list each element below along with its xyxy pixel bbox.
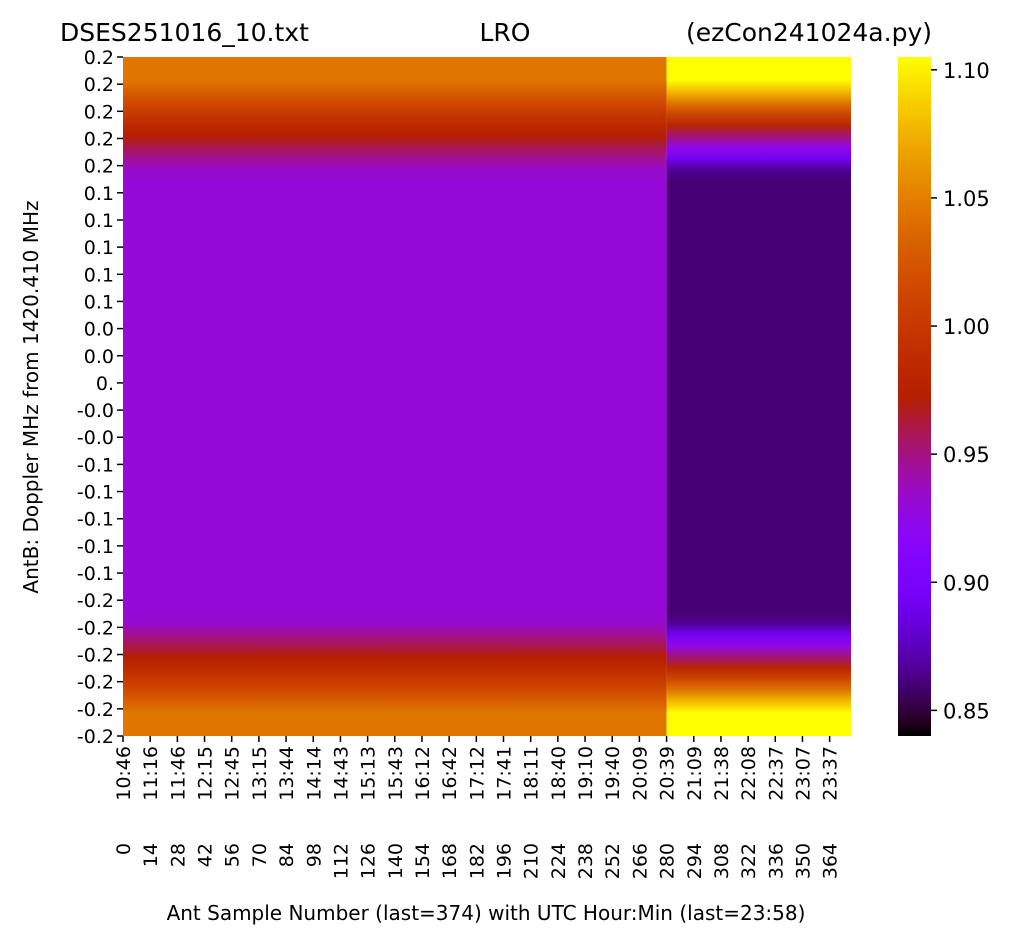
y-tick-label: -0.1 <box>77 454 114 476</box>
x-sample-label: 308 <box>711 843 733 879</box>
x-sample-label: 238 <box>575 843 597 879</box>
y-tick-label: 0.1 <box>84 237 114 259</box>
x-sample-label: 350 <box>792 843 814 879</box>
y-tick-label: 0.2 <box>84 74 114 96</box>
y-tick-label: -0.1 <box>77 482 114 504</box>
x-time-label: 14:14 <box>303 746 325 801</box>
x-sample-label: 112 <box>330 843 352 879</box>
colorbar: 0.85 0.90 0.95 1.00 1.05 1.10 <box>898 57 990 736</box>
x-sample-label: 70 <box>249 843 271 867</box>
x-time-label: 17:12 <box>466 746 488 801</box>
x-sample-label: 224 <box>548 843 570 879</box>
x-sample-label: 252 <box>602 843 624 879</box>
x-sample-label: 84 <box>276 843 298 867</box>
colorbar-tick-label: 1.05 <box>943 187 990 211</box>
x-sample-label: 336 <box>765 843 787 879</box>
y-tick-label: -0.2 <box>77 590 114 612</box>
y-tick-label: 0. <box>96 373 114 395</box>
y-tick-label: -0.0 <box>77 400 114 422</box>
x-sample-label: 154 <box>412 843 434 879</box>
y-tick-label: 0.1 <box>84 291 114 313</box>
y-tick-label: -0.1 <box>77 509 114 531</box>
x-time-label: 19:10 <box>575 746 597 801</box>
x-time-label: 17:41 <box>494 746 516 801</box>
colorbar-tick-label: 0.90 <box>943 571 990 595</box>
x-sample-label: 168 <box>439 843 461 879</box>
x-axis-label: Ant Sample Number (last=374) with UTC Ho… <box>167 901 806 925</box>
x-time-label: 20:09 <box>629 746 651 801</box>
x-sample-label: 126 <box>358 843 380 879</box>
x-time-label: 21:38 <box>711 746 733 801</box>
y-tick-label: 0.1 <box>84 183 114 205</box>
x-time-label: 21:09 <box>684 746 706 801</box>
x-time-label: 12:15 <box>195 746 217 801</box>
x-sample-label: 0 <box>113 843 135 855</box>
x-time-label: 12:45 <box>222 746 244 801</box>
x-sample-label: 42 <box>195 843 217 867</box>
x-sample-label: 266 <box>629 843 651 879</box>
y-tick-label: 0.2 <box>84 101 114 123</box>
x-sample-label: 140 <box>385 843 407 879</box>
y-tick-label: -0.2 <box>77 645 114 667</box>
y-tick-label: 0.2 <box>84 128 114 150</box>
heatmap-area <box>123 57 851 736</box>
y-tick-label: 0.0 <box>84 319 114 341</box>
x-time-label: 23:37 <box>820 746 842 801</box>
x-time-label: 10:46 <box>113 746 135 801</box>
x-axis: 10:46 0 11:16 14 11:46 28 12:15 42 12:45 56 13:15 7… <box>113 736 842 879</box>
x-sample-label: 14 <box>140 843 162 867</box>
x-sample-label: 98 <box>303 843 325 867</box>
x-time-label: 18:11 <box>521 746 543 801</box>
x-time-label: 11:46 <box>167 746 189 801</box>
x-time-label: 15:43 <box>385 746 407 801</box>
x-time-label: 13:15 <box>249 746 271 801</box>
x-time-label: 16:12 <box>412 746 434 801</box>
y-tick-label: -0.1 <box>77 563 114 585</box>
y-axis: 0.2 0.2 0.2 0.2 0.2 0.1 0.1 0.1 0.1 0.1 0.0 0.0 0. -0… <box>77 47 123 748</box>
x-time-label: 22:08 <box>738 746 760 801</box>
colorbar-tick-label: 1.10 <box>943 59 990 83</box>
x-sample-label: 364 <box>820 843 842 879</box>
x-sample-label: 56 <box>222 843 244 867</box>
title-center: LRO <box>480 18 531 47</box>
x-sample-label: 196 <box>494 843 516 879</box>
x-time-label: 13:44 <box>276 746 298 801</box>
x-sample-label: 182 <box>466 843 488 879</box>
heatmap-segment <box>123 57 667 736</box>
x-time-label: 11:16 <box>140 746 162 801</box>
x-time-label: 22:37 <box>765 746 787 801</box>
y-axis-label: AntB: Doppler MHz from 1420.410 MHz <box>19 200 43 593</box>
y-tick-label: 0.1 <box>84 210 114 232</box>
x-time-label: 23:07 <box>792 746 814 801</box>
colorbar-tick-label: 0.85 <box>943 699 990 723</box>
x-time-label: 15:13 <box>358 746 380 801</box>
x-time-label: 14:43 <box>330 746 352 801</box>
y-tick-label: 0.0 <box>84 346 114 368</box>
heatmap-segment <box>666 57 851 736</box>
x-sample-label: 294 <box>684 843 706 879</box>
colorbar-gradient <box>898 57 931 736</box>
x-sample-label: 28 <box>167 843 189 867</box>
x-sample-label: 210 <box>521 843 543 879</box>
y-tick-label: -0.2 <box>77 699 114 721</box>
y-tick-label: -0.0 <box>77 427 114 449</box>
colorbar-tick-label: 1.00 <box>943 315 990 339</box>
x-sample-label: 322 <box>738 843 760 879</box>
y-tick-label: -0.2 <box>77 672 114 694</box>
y-tick-label: -0.1 <box>77 536 114 558</box>
title-right: (ezCon241024a.py) <box>686 18 932 47</box>
y-tick-label: -0.2 <box>77 617 114 639</box>
x-sample-label: 280 <box>657 843 679 879</box>
y-tick-label: 0.2 <box>84 47 114 69</box>
x-time-label: 20:39 <box>657 746 679 801</box>
y-tick-label: 0.2 <box>84 156 114 178</box>
title-left: DSES251016_10.txt <box>60 18 309 47</box>
colorbar-tick-label: 0.95 <box>943 443 990 467</box>
x-time-label: 19:40 <box>602 746 624 801</box>
y-tick-label: 0.1 <box>84 264 114 286</box>
x-time-label: 18:40 <box>548 746 570 801</box>
x-time-label: 16:42 <box>439 746 461 801</box>
y-tick-label: -0.2 <box>77 726 114 748</box>
